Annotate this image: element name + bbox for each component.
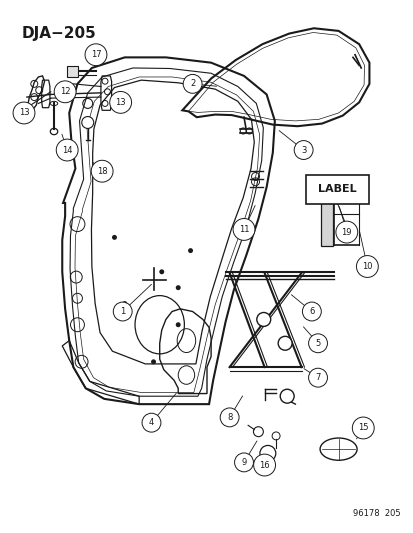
Circle shape: [54, 81, 76, 103]
Circle shape: [175, 322, 180, 327]
Circle shape: [308, 368, 327, 387]
Circle shape: [234, 453, 253, 472]
Circle shape: [280, 389, 293, 403]
Circle shape: [294, 141, 312, 159]
Text: 5: 5: [315, 339, 320, 348]
Text: 10: 10: [361, 262, 372, 271]
Circle shape: [142, 413, 161, 432]
Circle shape: [91, 160, 113, 182]
Circle shape: [82, 117, 93, 128]
Circle shape: [122, 301, 127, 306]
Text: 17: 17: [90, 50, 101, 59]
Circle shape: [351, 417, 373, 439]
Circle shape: [256, 312, 270, 326]
Text: 96178  205: 96178 205: [352, 509, 399, 518]
Bar: [305, 175, 368, 204]
Text: 4: 4: [149, 418, 154, 427]
Text: 16: 16: [259, 461, 269, 470]
Circle shape: [356, 256, 377, 277]
Circle shape: [13, 102, 35, 124]
Circle shape: [308, 334, 327, 353]
Text: 13: 13: [115, 98, 126, 107]
Circle shape: [220, 408, 238, 427]
Circle shape: [175, 285, 180, 290]
Circle shape: [159, 269, 164, 274]
FancyBboxPatch shape: [66, 66, 78, 77]
Text: 14: 14: [62, 146, 72, 155]
Circle shape: [301, 302, 320, 321]
Text: 3: 3: [300, 146, 306, 155]
Text: 12: 12: [60, 87, 70, 96]
FancyBboxPatch shape: [320, 181, 332, 246]
Text: 19: 19: [341, 228, 351, 237]
Text: 6: 6: [309, 307, 314, 316]
Text: 11: 11: [238, 225, 249, 234]
Circle shape: [253, 454, 275, 476]
Text: 9: 9: [241, 458, 246, 467]
Circle shape: [85, 44, 107, 66]
Circle shape: [233, 219, 254, 240]
Circle shape: [151, 359, 156, 364]
Text: LABEL: LABEL: [318, 184, 356, 195]
Circle shape: [56, 139, 78, 161]
Circle shape: [188, 248, 192, 253]
Circle shape: [113, 302, 132, 321]
Circle shape: [112, 235, 117, 240]
Circle shape: [335, 221, 357, 243]
Text: 1: 1: [120, 307, 125, 316]
Text: 2: 2: [190, 79, 195, 88]
Circle shape: [278, 336, 292, 350]
Text: 15: 15: [357, 424, 368, 432]
Text: DJA−205: DJA−205: [22, 26, 97, 41]
Circle shape: [109, 92, 131, 114]
Text: 18: 18: [97, 167, 107, 176]
Text: 13: 13: [19, 109, 29, 117]
Text: 8: 8: [226, 413, 232, 422]
Text: 7: 7: [315, 373, 320, 382]
Circle shape: [183, 75, 202, 93]
